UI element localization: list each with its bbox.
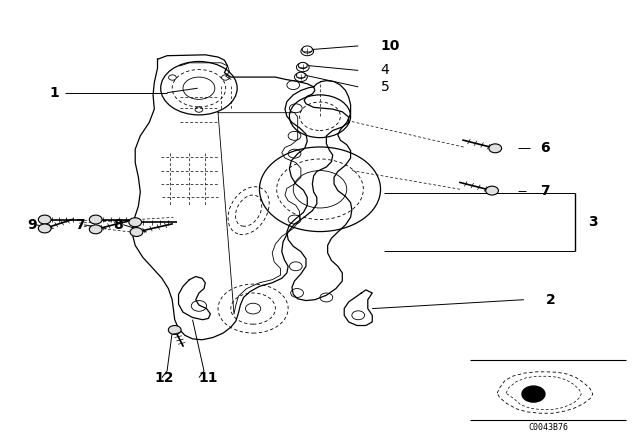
Circle shape <box>522 386 545 402</box>
Text: 7: 7 <box>540 184 550 198</box>
Text: 8: 8 <box>113 218 123 232</box>
Circle shape <box>38 215 51 224</box>
Text: 9: 9 <box>27 218 36 232</box>
Circle shape <box>90 215 102 224</box>
Circle shape <box>298 62 307 69</box>
Text: C0043B76: C0043B76 <box>528 423 568 432</box>
Text: 2: 2 <box>546 293 556 307</box>
Circle shape <box>302 46 312 53</box>
Text: 11: 11 <box>199 370 218 384</box>
Circle shape <box>168 326 181 334</box>
Text: 4: 4 <box>381 64 389 78</box>
Circle shape <box>301 47 314 56</box>
Text: 5: 5 <box>381 80 389 94</box>
Text: 7: 7 <box>75 218 84 232</box>
Circle shape <box>129 218 141 227</box>
Circle shape <box>296 72 305 78</box>
Circle shape <box>130 228 143 237</box>
Circle shape <box>486 186 499 195</box>
Text: 3: 3 <box>588 215 597 229</box>
Circle shape <box>296 63 309 72</box>
Circle shape <box>489 144 502 153</box>
Circle shape <box>38 224 51 233</box>
Text: 12: 12 <box>154 370 174 384</box>
Circle shape <box>294 73 307 82</box>
Circle shape <box>90 225 102 234</box>
Text: 6: 6 <box>540 141 550 155</box>
Text: 1: 1 <box>49 86 59 99</box>
Text: 10: 10 <box>381 39 400 53</box>
